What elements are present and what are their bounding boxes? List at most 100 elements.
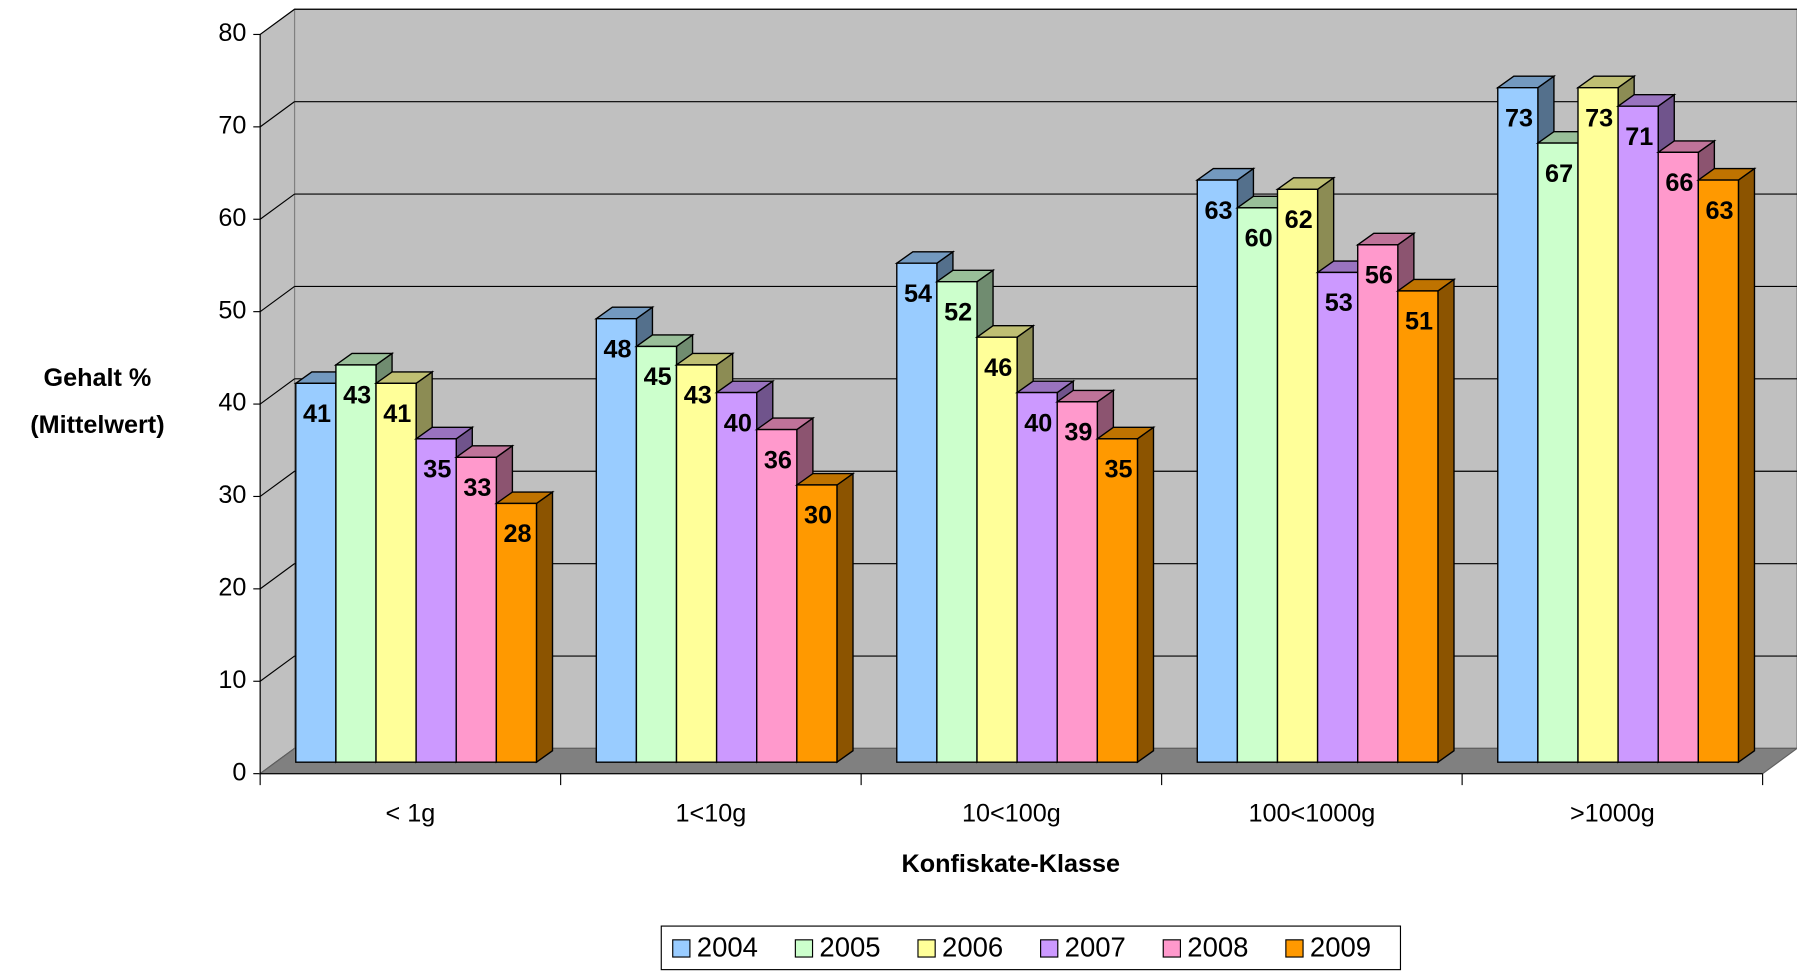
grid-line (259, 193, 295, 220)
data-label: 40 (724, 409, 752, 437)
grid-line (259, 470, 295, 497)
bar-side (836, 472, 854, 764)
data-label: 46 (984, 354, 1012, 382)
bar-front (675, 364, 718, 763)
bar-front (415, 438, 457, 763)
bar-front (896, 262, 938, 763)
y-axis-label: (Mittelwert) (30, 411, 164, 439)
legend-label: 2008 (1187, 931, 1248, 962)
data-label: 41 (383, 400, 411, 428)
bar-front (1537, 142, 1579, 763)
data-label: 71 (1625, 123, 1653, 151)
bar-front (1236, 207, 1279, 763)
data-label: 60 (1245, 225, 1273, 253)
data-label: 63 (1706, 197, 1734, 225)
data-label: 30 (804, 502, 832, 530)
y-tick-label: 30 (218, 481, 246, 509)
bar-front (1577, 86, 1619, 763)
bar-front (715, 391, 758, 763)
data-label: 48 (603, 335, 631, 363)
bar-front (1657, 151, 1700, 763)
bar-side (1437, 278, 1455, 764)
bar-front (335, 364, 377, 763)
bar-front (936, 281, 978, 763)
data-label: 67 (1545, 160, 1573, 188)
bar-front (1196, 179, 1239, 763)
bar-front (1016, 391, 1058, 763)
grid-line (259, 655, 295, 682)
data-label: 63 (1204, 197, 1232, 225)
legend-swatch (917, 939, 936, 958)
bar-front (595, 317, 638, 763)
legend-swatch (672, 939, 691, 958)
y-tick-label: 0 (232, 758, 246, 786)
legend-swatch (794, 939, 814, 958)
x-tick-label: 1<10g (675, 800, 746, 828)
legend-swatch (1040, 939, 1059, 958)
data-label: 62 (1285, 206, 1313, 234)
y-tick-label: 50 (218, 296, 246, 324)
bar-front (635, 345, 678, 763)
bar-front (756, 428, 798, 763)
grid-line (259, 8, 295, 35)
data-label: 56 (1365, 262, 1393, 290)
data-label: 39 (1064, 419, 1092, 447)
data-label: 73 (1585, 104, 1613, 132)
data-label: 54 (904, 280, 932, 308)
bar-front (1617, 105, 1659, 763)
bar-front (1316, 271, 1359, 763)
bar-front (796, 484, 838, 763)
x-tick-label: 10<100g (962, 800, 1061, 828)
data-label: 36 (764, 446, 792, 474)
bar-front (495, 502, 538, 763)
data-label: 33 (463, 474, 491, 502)
data-label: 41 (303, 400, 331, 428)
data-label: 35 (423, 456, 451, 484)
bar (494, 490, 555, 764)
bar-front (295, 382, 337, 763)
bar-front (1697, 179, 1740, 763)
data-label: 52 (944, 298, 972, 326)
bar (1395, 278, 1457, 764)
y-tick-label: 10 (218, 666, 246, 694)
data-label: 35 (1105, 456, 1133, 484)
bar-front (1096, 438, 1139, 763)
grid-line (259, 563, 295, 590)
y-tick-label: 20 (218, 574, 246, 602)
y-tick-label: 60 (218, 204, 246, 232)
legend-swatch (1285, 939, 1304, 958)
grid-line (259, 378, 295, 405)
bar-front (375, 382, 417, 763)
x-tick-label: < 1g (386, 800, 436, 828)
grid-line (259, 285, 295, 313)
legend-label: 2006 (942, 931, 1003, 962)
data-label: 43 (343, 382, 371, 410)
bar-front (1276, 188, 1319, 763)
bar (1095, 426, 1156, 764)
bar-front (976, 336, 1018, 763)
data-label: 66 (1665, 169, 1693, 197)
bar-side (535, 490, 554, 764)
bar-front (1357, 244, 1399, 763)
bar-front (1056, 401, 1099, 763)
y-tick-label: 40 (218, 389, 246, 417)
data-label: 45 (644, 363, 672, 391)
legend-label: 2007 (1065, 931, 1126, 962)
bar-front (1397, 290, 1439, 763)
bar-side (1737, 167, 1756, 764)
y-tick-label: 70 (218, 112, 246, 140)
data-label: 51 (1405, 308, 1433, 336)
legend-box (660, 925, 1402, 971)
bar-front (455, 456, 498, 763)
bar (794, 472, 856, 764)
x-axis-label: Konfiskate-Klasse (902, 850, 1121, 878)
data-label: 28 (504, 520, 532, 548)
x-tick-label: >1000g (1570, 800, 1655, 828)
y-tick-label: 80 (218, 19, 246, 47)
legend-swatch (1162, 939, 1182, 958)
legend-label: 2004 (697, 931, 758, 962)
data-label: 43 (684, 382, 712, 410)
grid-line (259, 101, 295, 128)
data-label: 73 (1505, 104, 1533, 132)
